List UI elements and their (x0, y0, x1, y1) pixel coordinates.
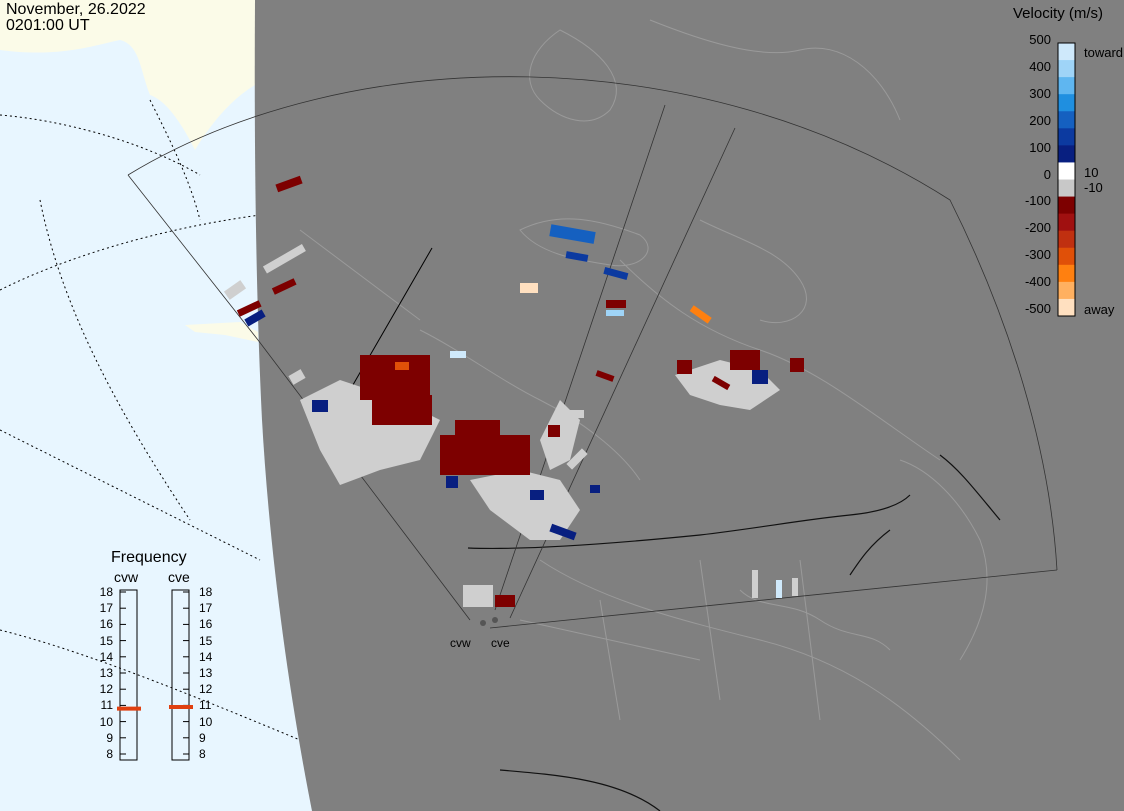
frequency-tick-label-right: 16 (199, 617, 213, 632)
frequency-tick-label-right: 8 (199, 747, 206, 761)
plus-ten-label: 10 (1084, 165, 1099, 180)
colorbar-segment (1058, 77, 1075, 95)
velocity-tick-label: -400 (1024, 274, 1051, 290)
radar-site-cvw (480, 620, 486, 626)
colorbar-segment (1058, 60, 1075, 78)
frequency-tick-label-right: 14 (199, 649, 213, 664)
graticule-lines (0, 99, 301, 741)
frequency-tick-label-left: 13 (99, 666, 113, 680)
velocity-tick-label: -200 (1024, 220, 1051, 236)
cvw-header: cvw (114, 569, 139, 585)
colorbar-segment (1058, 247, 1075, 266)
frequency-tick-label-right: 10 (199, 714, 213, 729)
frequency-tick-label-left: 10 (99, 714, 113, 729)
velocity-tick-label: 400 (1029, 58, 1051, 74)
velocity-tick-label: 0 (1043, 166, 1051, 182)
away-label: away (1084, 302, 1115, 317)
frequency-tick-label-right: 13 (199, 666, 213, 680)
frequency-tick-label-right: 17 (199, 601, 213, 616)
coastlines (299, 19, 988, 761)
colorbar-segment (1058, 196, 1075, 215)
colorbar-frame (1057, 42, 1076, 317)
map-land-grey (254, 0, 1124, 811)
time-label: 0201:00 UT (6, 17, 90, 34)
minus-ten-label: -10 (1084, 180, 1103, 195)
velocity-tick-label: -100 (1024, 193, 1051, 209)
colorbar-segment (1058, 111, 1075, 129)
velocity-tick-label: -500 (1024, 301, 1051, 316)
velocity-tick-label: 200 (1029, 112, 1051, 128)
cvw-gauge (119, 589, 138, 761)
frequency-tick-label-left: 11 (100, 698, 113, 713)
frequency-tick-label-right: 18 (199, 585, 213, 599)
frequency-tick-label-left: 12 (99, 682, 113, 697)
colorbar-segment (1058, 298, 1075, 317)
colorbar-segment (1058, 94, 1075, 112)
colorbar-segment (1058, 128, 1075, 146)
radar-scatter (223, 175, 804, 607)
radar-label-cve: cve (491, 636, 510, 650)
frequency-title: Frequency (111, 549, 187, 566)
frequency-tick-label-left: 8 (106, 747, 113, 761)
toward-label: toward (1084, 45, 1124, 60)
colorbar-segment (1058, 281, 1075, 300)
frequency-tick-label-left: 15 (99, 633, 113, 648)
colorbar-segment (1058, 213, 1075, 232)
velocity-title: Velocity (m/s) (1013, 5, 1104, 22)
frequency-tick-label-left: 14 (99, 649, 113, 664)
date-label: November, 26.2022 (6, 1, 146, 18)
radar-label-cvw: cvw (450, 636, 471, 650)
frequency-tick-label-right: 15 (199, 633, 213, 648)
velocity-tick-label: 100 (1029, 139, 1051, 155)
velocity-tick-label: 300 (1029, 85, 1051, 101)
frequency-tick-label-left: 17 (99, 601, 113, 616)
velocity-colorbar (1057, 42, 1076, 317)
frequency-tick-label-right: 9 (199, 730, 206, 745)
frequency-tick-label-left: 16 (99, 617, 113, 632)
colorbar-segment (1058, 179, 1075, 198)
frequency-tick-label-right: 11 (199, 698, 212, 713)
aleutian-land (185, 322, 258, 342)
frequency-tick-label-right: 12 (199, 682, 213, 697)
colorbar-segment (1058, 162, 1075, 180)
velocity-tick-label: -300 (1024, 247, 1051, 263)
daylight-land (0, 0, 255, 150)
cve-gauge (171, 589, 190, 761)
frequency-tick-label-left: 18 (99, 585, 113, 599)
cve-header: cve (168, 569, 190, 585)
colorbar-segment (1058, 145, 1075, 163)
colorbar-segment (1058, 264, 1075, 283)
frequency-gauges (117, 589, 193, 761)
velocity-tick-label: 500 (1029, 32, 1051, 47)
frequency-tick-label-left: 9 (106, 730, 113, 745)
colorbar-segment (1058, 230, 1075, 249)
radar-site-cve (492, 617, 498, 623)
colorbar-segment (1058, 43, 1075, 61)
